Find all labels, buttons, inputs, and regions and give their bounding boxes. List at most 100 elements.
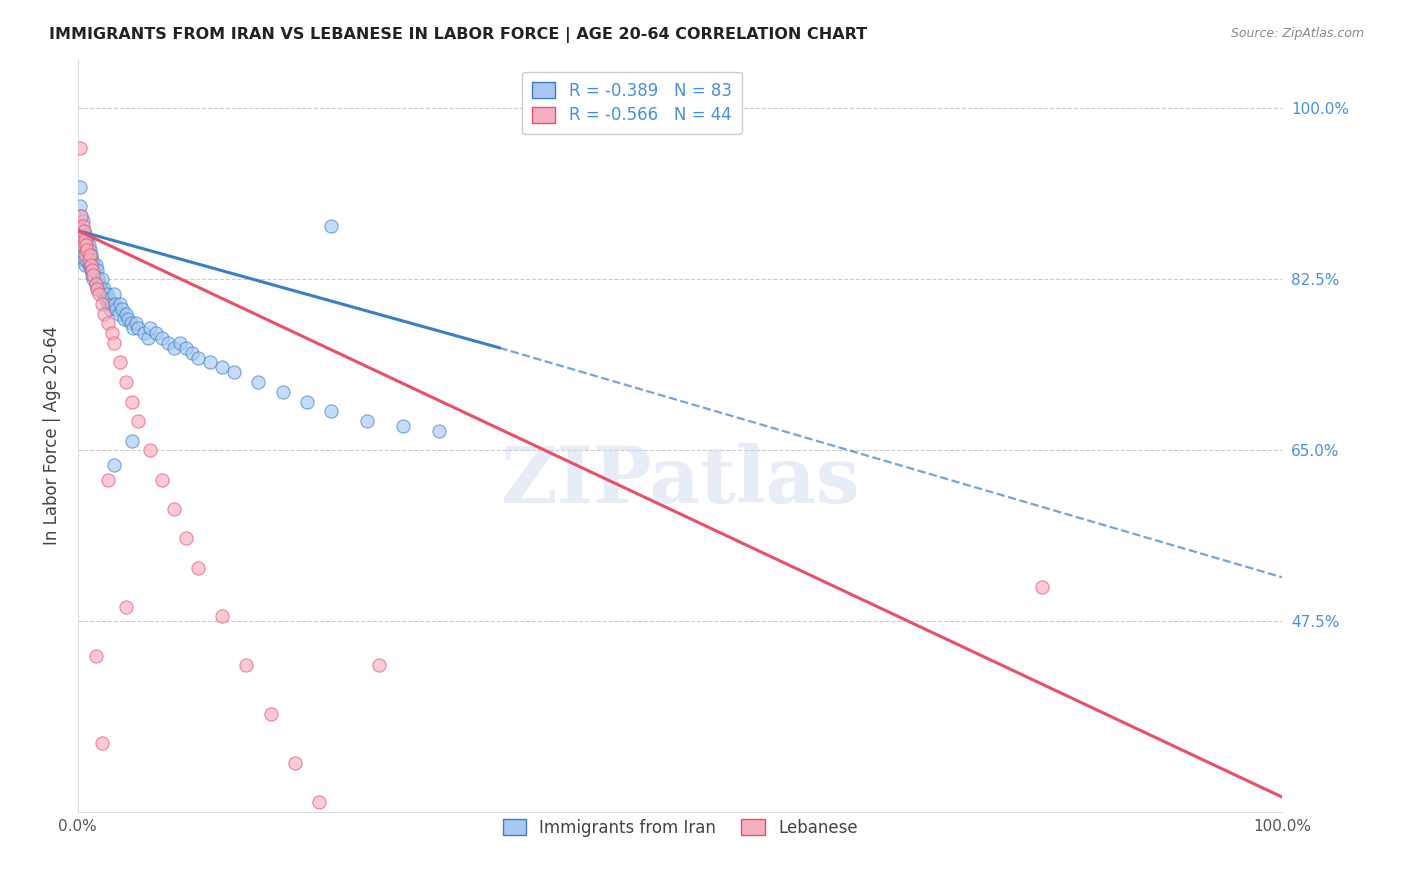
- Point: [82, 268, 104, 282]
- Point: [319, 404, 342, 418]
- Point: [139, 321, 162, 335]
- Text: ZIPatlas: ZIPatlas: [501, 442, 860, 519]
- Point: [124, 317, 146, 331]
- Point: [73, 233, 96, 247]
- Point: [139, 443, 162, 458]
- Point: [69, 179, 91, 194]
- Point: [93, 307, 115, 321]
- Point: [115, 307, 138, 321]
- Point: [77, 258, 100, 272]
- Point: [70, 243, 93, 257]
- Point: [94, 292, 117, 306]
- Point: [163, 502, 186, 516]
- Point: [211, 360, 233, 375]
- Point: [100, 326, 122, 340]
- Point: [127, 321, 149, 335]
- Point: [98, 301, 121, 316]
- Point: [67, 219, 90, 233]
- Point: [79, 248, 101, 262]
- Point: [82, 252, 104, 267]
- Point: [90, 282, 112, 296]
- Point: [82, 268, 104, 282]
- Point: [187, 560, 209, 574]
- Point: [75, 252, 97, 267]
- Point: [108, 355, 131, 369]
- Point: [211, 609, 233, 624]
- Point: [82, 262, 104, 277]
- Point: [284, 756, 307, 770]
- Point: [72, 214, 94, 228]
- Point: [77, 252, 100, 267]
- Point: [103, 458, 125, 472]
- Point: [97, 297, 120, 311]
- Point: [75, 238, 97, 252]
- Point: [150, 331, 173, 345]
- Point: [82, 272, 104, 286]
- Point: [308, 795, 330, 809]
- Point: [163, 341, 186, 355]
- Point: [90, 737, 112, 751]
- Point: [73, 258, 96, 272]
- Point: [90, 297, 112, 311]
- Point: [72, 233, 94, 247]
- Point: [121, 394, 143, 409]
- Point: [69, 223, 91, 237]
- Point: [235, 658, 257, 673]
- Point: [69, 140, 91, 154]
- Point: [169, 335, 191, 350]
- Point: [87, 272, 110, 286]
- Point: [73, 238, 96, 252]
- Point: [73, 223, 96, 237]
- Point: [75, 238, 97, 252]
- Point: [150, 473, 173, 487]
- Point: [181, 345, 204, 359]
- Point: [117, 311, 139, 326]
- Point: [122, 321, 145, 335]
- Point: [79, 258, 101, 272]
- Point: [90, 272, 112, 286]
- Point: [96, 287, 118, 301]
- Point: [121, 434, 143, 448]
- Point: [80, 258, 103, 272]
- Point: [73, 223, 96, 237]
- Point: [132, 326, 155, 340]
- Point: [84, 277, 107, 292]
- Point: [115, 375, 138, 389]
- Point: [145, 326, 167, 340]
- Point: [82, 258, 104, 272]
- Point: [1031, 580, 1053, 594]
- Point: [72, 219, 94, 233]
- Point: [112, 311, 135, 326]
- Point: [83, 262, 105, 277]
- Point: [70, 228, 93, 243]
- Point: [97, 317, 120, 331]
- Point: [247, 375, 270, 389]
- Point: [392, 419, 415, 434]
- Point: [224, 365, 246, 379]
- Point: [70, 228, 93, 243]
- Point: [73, 243, 96, 257]
- Legend: Immigrants from Iran, Lebanese: Immigrants from Iran, Lebanese: [495, 810, 866, 845]
- Point: [136, 331, 159, 345]
- Point: [127, 414, 149, 428]
- Point: [67, 219, 90, 233]
- Point: [368, 658, 391, 673]
- Point: [100, 297, 122, 311]
- Point: [76, 248, 98, 262]
- Point: [70, 209, 93, 223]
- Point: [356, 414, 378, 428]
- Point: [93, 282, 115, 296]
- Point: [319, 219, 342, 233]
- Point: [69, 199, 91, 213]
- Point: [200, 355, 222, 369]
- Point: [86, 262, 108, 277]
- Point: [79, 243, 101, 257]
- Point: [91, 287, 114, 301]
- Point: [103, 287, 125, 301]
- Point: [70, 209, 93, 223]
- Point: [98, 292, 121, 306]
- Point: [104, 297, 127, 311]
- Point: [80, 262, 103, 277]
- Point: [108, 297, 131, 311]
- Point: [84, 648, 107, 663]
